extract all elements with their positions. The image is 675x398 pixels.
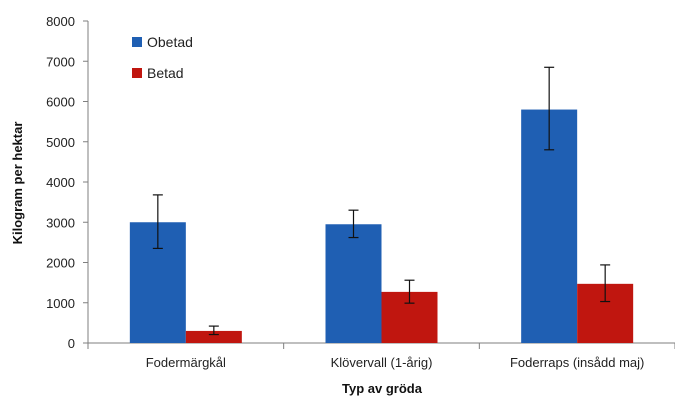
bars (129, 109, 634, 343)
bar-betad-1 (185, 330, 242, 343)
y-tick-label: 8000 (46, 14, 75, 29)
y-tick-label: 7000 (46, 54, 75, 69)
x-tick-label: Fodermärgkål (146, 355, 226, 370)
y-axis-title: Kilogram per hektar (10, 122, 25, 245)
x-tick-label: Klövervall (1-årig) (331, 355, 433, 370)
y-tick-label: 4000 (46, 175, 75, 190)
y-tick-label: 0 (68, 336, 75, 351)
legend-label-betad: Betad (147, 65, 184, 81)
error-bars (152, 66, 611, 336)
x-axis-title: Typ av gröda (342, 381, 423, 396)
y-axis: 0 1000 2000 3000 4000 5000 6000 7000 8000 (46, 14, 89, 351)
y-tick-label: 6000 (46, 95, 75, 110)
legend-swatch-obetad (132, 37, 142, 47)
x-tick-label: Foderraps (insådd maj) (510, 355, 644, 370)
legend-swatch-betad (132, 68, 142, 78)
x-axis: Fodermärgkål Klövervall (1-årig) Foderraps… (87, 342, 675, 370)
y-tick-label: 1000 (46, 296, 75, 311)
legend: Obetad Betad (132, 34, 193, 81)
y-tick-label: 3000 (46, 215, 75, 230)
bar-obetad-2 (325, 224, 382, 343)
y-tick-label: 2000 (46, 256, 75, 271)
y-tick-label: 5000 (46, 135, 75, 150)
legend-label-obetad: Obetad (147, 34, 193, 50)
